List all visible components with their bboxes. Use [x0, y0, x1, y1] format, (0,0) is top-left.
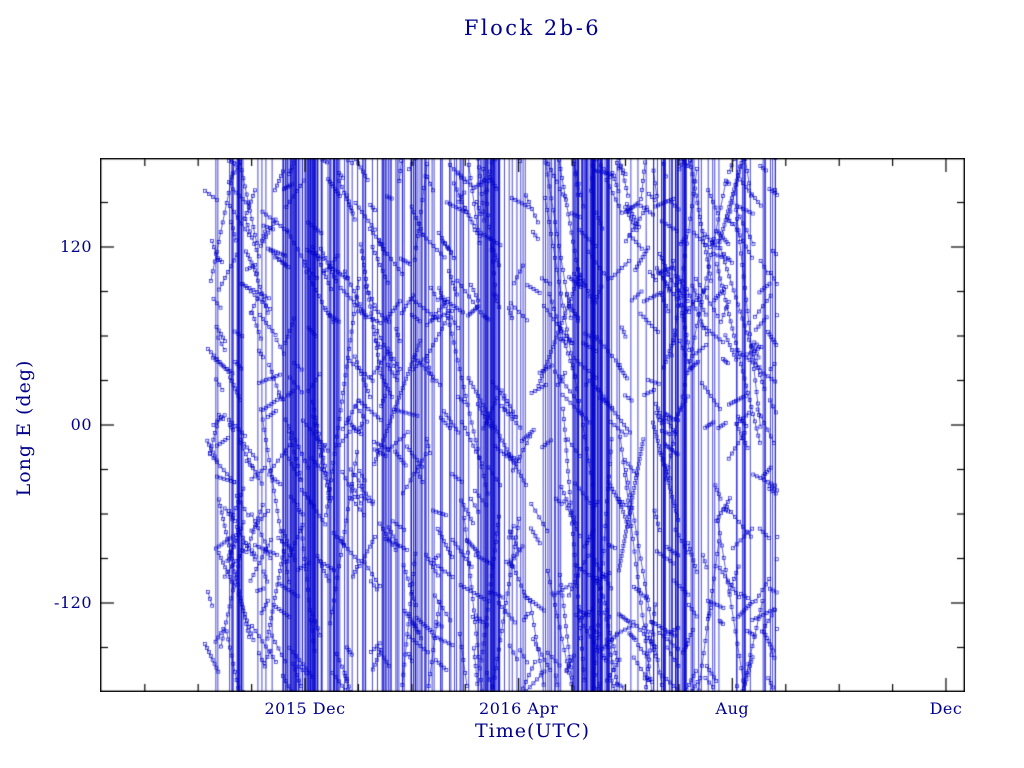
x-tick-label: 2015 Dec — [264, 699, 346, 718]
x-tick-label: Dec — [929, 699, 963, 718]
y-tick-label: 00 — [70, 415, 92, 434]
x-tick-label: 2016 Apr — [479, 699, 559, 718]
y-tick-label: 120 — [59, 237, 92, 256]
y-tick-label: -120 — [54, 593, 92, 612]
chart-canvas — [100, 158, 965, 692]
chart-title: Flock 2b-6 — [463, 16, 602, 40]
x-tick-label: Aug — [715, 699, 750, 718]
x-axis-label: Time(UTC) — [474, 720, 591, 742]
